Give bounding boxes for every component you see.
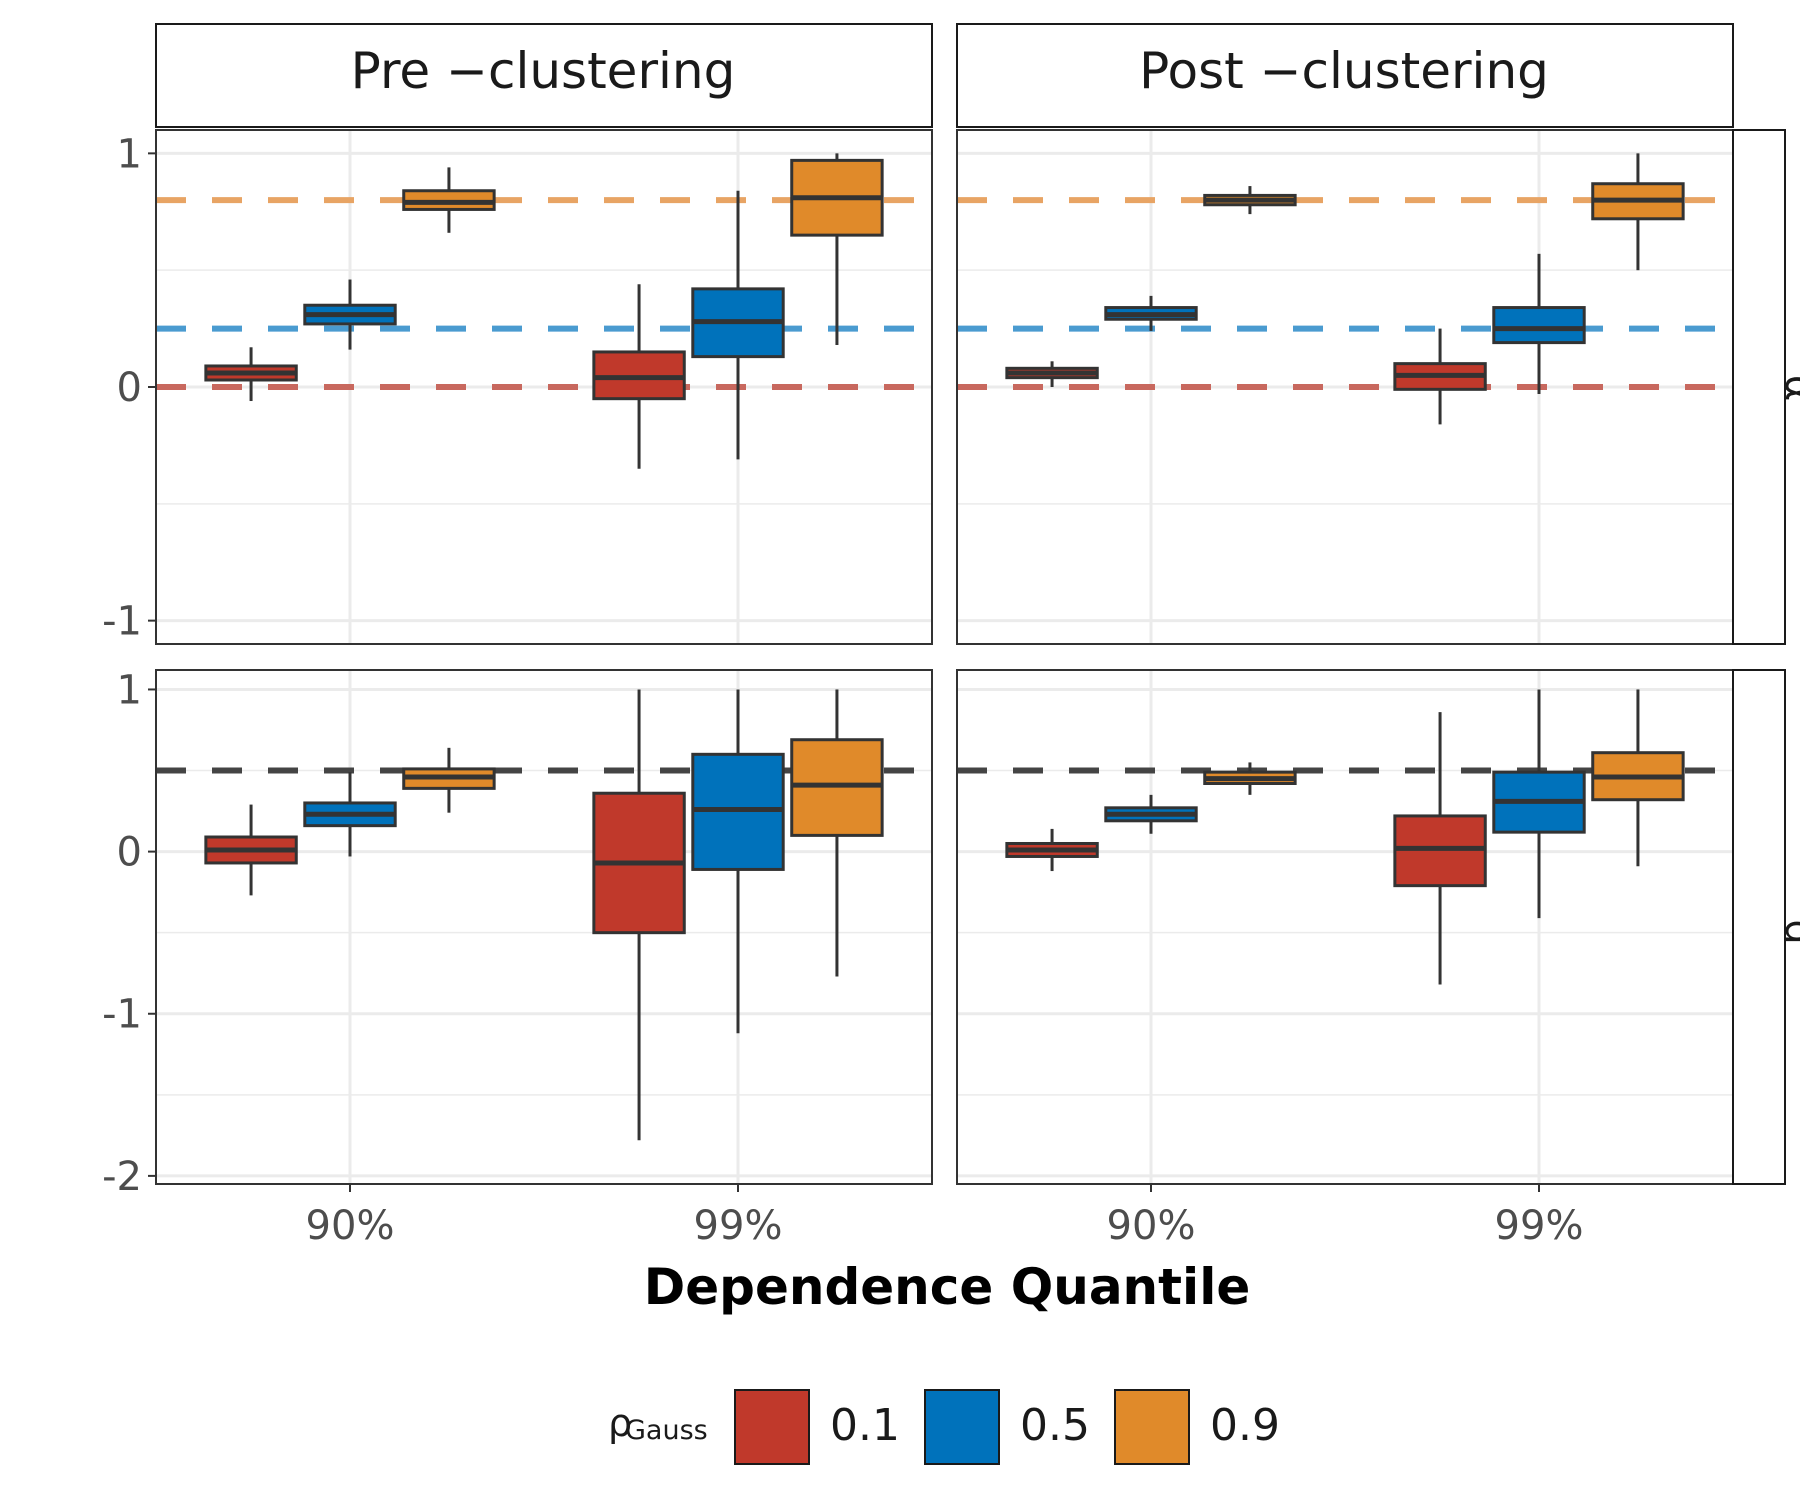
box-iqr (1492, 306, 1586, 345)
y-tick-label: 1 (117, 667, 142, 713)
boxplot-preclustering-d-99-0.1 (592, 689, 686, 1141)
legend-label-0-1: 0.1 (830, 1400, 900, 1451)
y-tick-label: 0 (117, 830, 142, 876)
facet-strip-top (155, 23, 933, 128)
x-tick-label: 99% (1495, 1203, 1584, 1249)
y-tick-label: -1 (102, 599, 142, 645)
boxplot-preclustering-α-99-0.1 (592, 284, 686, 469)
facet-label-d: d (1776, 919, 1800, 944)
facet-strip-top (956, 23, 1734, 128)
boxplot-preclustering-d-90-0.1 (204, 804, 298, 896)
y-tick-label: 1 (117, 131, 142, 177)
facet-label-alpha: α (1776, 375, 1800, 401)
boxplot-postclustering-d-90-0.9 (1203, 762, 1297, 795)
boxplot-preclustering-α-90-0.9 (402, 167, 496, 233)
boxplot-preclustering-d-90-0.5 (303, 772, 397, 857)
boxplot-preclustering-α-99-0.5 (691, 190, 785, 460)
y-tick-label: -2 (102, 1154, 142, 1200)
grid-layer (156, 130, 1733, 1184)
boxplot-postclustering-d-99-0.1 (1393, 712, 1487, 985)
boxes-layer (204, 153, 1685, 1141)
boxplot-postclustering-d-90-0.1 (1005, 828, 1099, 872)
boxplot-postclustering-α-90-0.1 (1005, 361, 1099, 387)
boxplot-preclustering-d-99-0.5 (691, 689, 785, 1034)
boxplot-preclustering-α-99-0.9 (790, 153, 884, 345)
legend-label-0-5: 0.5 (1020, 1400, 1090, 1451)
boxplot-postclustering-α-90-0.5 (1104, 295, 1198, 331)
legend-key-0-5 (924, 1389, 1000, 1465)
y-tick-label: 0 (117, 365, 142, 411)
boxplot-postclustering-d-90-0.5 (1104, 794, 1198, 834)
boxplot-postclustering-α-99-0.9 (1591, 153, 1685, 271)
boxplot-preclustering-d-99-0.9 (790, 689, 884, 977)
legend-key-0-9 (1114, 1389, 1190, 1465)
panel-frame (956, 669, 1734, 1185)
legend-key-0-1 (734, 1389, 810, 1465)
legend: 0.1 0.5 0.9 (734, 1389, 1280, 1465)
facet-strip-right (1732, 129, 1786, 645)
frame-layer (148, 23, 1786, 1192)
boxplot-preclustering-d-90-0.9 (402, 747, 496, 813)
boxplot-postclustering-α-99-0.5 (1492, 253, 1586, 395)
y-tick-label: -1 (102, 992, 142, 1038)
facet-label-post-clustering: Post −clustering (1139, 42, 1549, 100)
legend-title-gauss: Gauss (625, 1415, 708, 1446)
facet-strip-right (1732, 669, 1786, 1185)
facet-label-pre-clustering: Pre −clustering (351, 42, 736, 100)
legend-title-rho: ρ (608, 1401, 632, 1445)
boxplot-postclustering-d-99-0.9 (1591, 689, 1685, 867)
boxplot-postclustering-α-99-0.1 (1393, 328, 1487, 425)
x-tick-label: 90% (306, 1203, 395, 1249)
boxplot-postclustering-α-90-0.9 (1203, 186, 1297, 215)
boxplot-preclustering-α-90-0.5 (303, 279, 397, 350)
legend-label-0-9: 0.9 (1210, 1400, 1280, 1451)
x-tick-label: 90% (1107, 1203, 1196, 1249)
panel-frame (155, 669, 933, 1185)
boxplot-preclustering-α-90-0.1 (204, 347, 298, 402)
labels-layer: Pre −clustering Post −clustering α d Dep… (102, 42, 1800, 1446)
reference-lines-layer (156, 197, 1733, 774)
x-tick-label: 99% (694, 1203, 783, 1249)
x-axis-title: Dependence Quantile (644, 1258, 1251, 1316)
boxplot-postclustering-d-99-0.5 (1492, 689, 1586, 919)
